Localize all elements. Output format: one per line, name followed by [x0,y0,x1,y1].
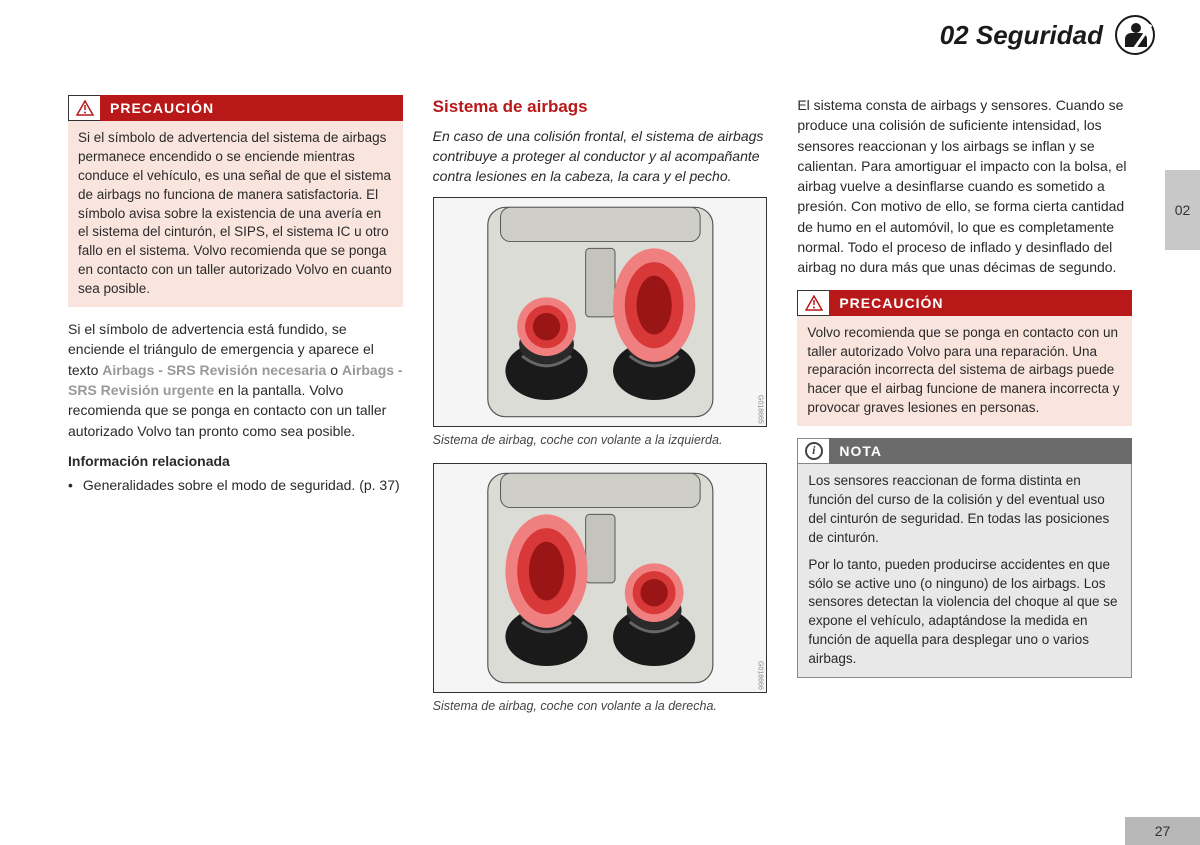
figure-rhd: G018666 [433,463,768,693]
warning-icon [797,290,829,316]
caution-box-2: PRECAUCIÓN Volvo recomienda que se ponga… [797,290,1132,426]
info-icon: i [797,438,829,464]
figure-code: G018665 [754,395,764,424]
figure-caption-2: Sistema de airbag, coche con volante a l… [433,697,768,715]
bullet-icon: • [68,475,73,495]
page-header: 02 Seguridad [0,0,1200,70]
caution-title: PRECAUCIÓN [100,95,403,121]
figure-lhd: G018665 [433,197,768,427]
related-bullet: • Generalidades sobre el modo de segurid… [68,475,403,495]
seatbelt-icon [1115,15,1155,55]
column-2: Sistema de airbags En caso de una colisi… [433,95,768,815]
figure-code: G018666 [754,661,764,690]
text-fragment: o [326,362,342,378]
note-title: NOTA [829,438,1132,464]
airbag-system-heading: Sistema de airbags [433,95,768,120]
warning-paragraph: Si el símbolo de advertencia está fundid… [68,319,403,441]
note-paragraph-1: Los sensores reaccionan de forma distint… [808,472,1121,548]
warning-icon [68,95,100,121]
caution-body: Si el símbolo de advertencia del sistema… [68,121,403,307]
column-3: El sistema consta de airbags y sensores.… [797,95,1132,815]
caution-body: Volvo recomienda que se ponga en contact… [797,316,1132,426]
figure-caption-1: Sistema de airbag, coche con volante a l… [433,431,768,449]
system-description: El sistema consta de airbags y sensores.… [797,95,1132,278]
intro-text: En caso de una colisión frontal, el sist… [433,126,768,187]
note-paragraph-2: Por lo tanto, pueden producirse accident… [808,556,1121,669]
column-1: PRECAUCIÓN Si el símbolo de advertencia … [68,95,403,815]
page-number: 27 [1125,817,1200,845]
related-link-text: Generalidades sobre el modo de seguridad… [83,475,400,495]
srs-message-1: Airbags - SRS Revisión necesaria [102,362,326,378]
note-body: Los sensores reaccionan de forma distint… [797,464,1132,678]
caution-title: PRECAUCIÓN [829,290,1132,316]
airbag-diagram-rhd [434,464,767,692]
chapter-tab: 02 [1165,170,1200,250]
content-area: PRECAUCIÓN Si el símbolo de advertencia … [68,95,1132,815]
airbag-diagram-lhd [434,198,767,426]
note-box: i NOTA Los sensores reaccionan de forma … [797,438,1132,678]
caution-box-1: PRECAUCIÓN Si el símbolo de advertencia … [68,95,403,307]
related-info-heading: Información relacionada [68,451,403,471]
chapter-title: 02 Seguridad [940,20,1103,51]
